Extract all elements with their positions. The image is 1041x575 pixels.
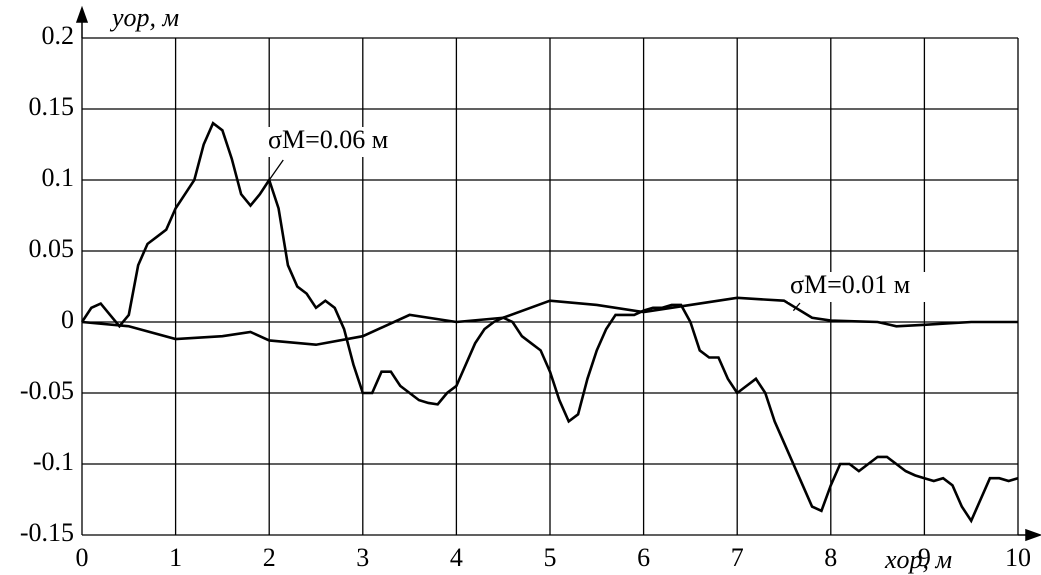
annotation-pointer: [268, 159, 284, 181]
line: [81, 296, 1018, 347]
x-tick-label: 0: [76, 543, 89, 572]
annotation-bg: [266, 127, 411, 157]
y-axis-arrow: [75, 5, 89, 38]
line: [80, 121, 1019, 524]
annotation-bg: [788, 272, 928, 302]
y-tick-label: 0.15: [29, 92, 75, 121]
legend-label: σМ=0.06 м: [268, 125, 388, 154]
x-tick-label: 8: [824, 543, 837, 572]
legend-label: σМ=0.01 м: [790, 270, 910, 299]
x-axis-arrow: [1018, 528, 1041, 542]
y-tick-label: 0.1: [42, 163, 75, 192]
x-tick-label: 3: [356, 543, 369, 572]
x-tick-label: 4: [450, 543, 463, 572]
y-tick-label: 0.2: [42, 21, 75, 50]
x-tick-label: 1: [169, 543, 182, 572]
y-tick-label: 0: [61, 305, 74, 334]
annotation-pointer: [792, 302, 801, 312]
y-tick-label: -0.15: [20, 518, 74, 547]
y-axis-label: yор, м: [109, 3, 179, 32]
x-tick-label: 6: [637, 543, 650, 572]
x-tick-label: 10: [1005, 543, 1031, 572]
x-tick-label: 7: [731, 543, 744, 572]
y-tick-label: -0.05: [20, 376, 74, 405]
x-tick-label: 2: [263, 543, 276, 572]
y-tick-label: -0.1: [33, 447, 74, 476]
y-tick-label: 0.05: [29, 234, 75, 263]
x-tick-label: 5: [544, 543, 557, 572]
x-axis-label: xор, м: [884, 545, 952, 574]
x-tick-label: 9: [918, 543, 931, 572]
